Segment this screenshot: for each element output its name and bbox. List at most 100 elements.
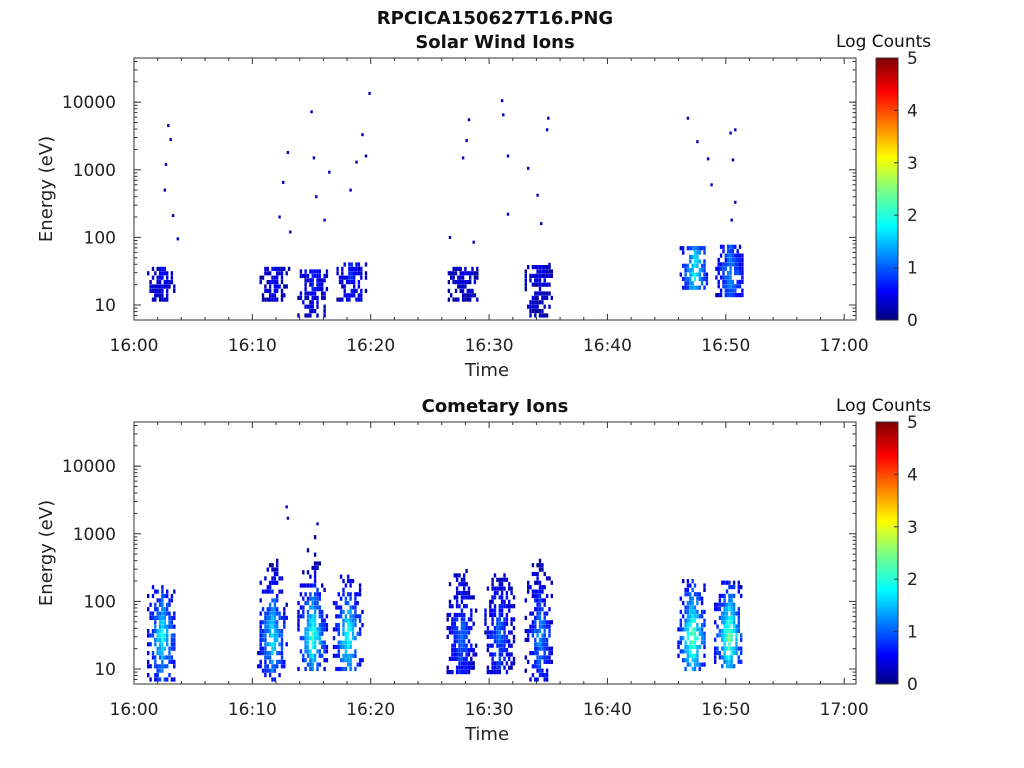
- data-cell: [718, 633, 722, 638]
- data-cell: [158, 664, 162, 669]
- data-cell: [723, 659, 726, 664]
- data-cell: [266, 629, 269, 634]
- data-cell: [730, 646, 733, 651]
- data-cell: [313, 596, 317, 601]
- data-cell: [337, 631, 340, 636]
- data-cell: [543, 615, 546, 620]
- data-cell: [316, 565, 319, 570]
- data-cell: [453, 612, 456, 618]
- data-cell: [696, 596, 699, 601]
- data-cell: [313, 552, 317, 557]
- data-cell: [313, 570, 317, 575]
- data-cell: [705, 281, 709, 286]
- data-cell: [154, 607, 157, 612]
- colorbar-tick-label: 0: [907, 675, 918, 695]
- data-cell: [724, 284, 727, 289]
- data-cell: [161, 585, 164, 590]
- data-cell: [740, 650, 743, 656]
- data-cell: [740, 585, 743, 590]
- data-cell: [730, 655, 733, 660]
- data-cell: [682, 614, 685, 619]
- data-cell: [311, 282, 314, 287]
- data-cell: [316, 601, 319, 606]
- data-cell: [455, 590, 459, 596]
- data-cell: [350, 262, 353, 267]
- data-cell: [297, 666, 300, 672]
- data-cell: [321, 278, 324, 283]
- data-cell: [149, 677, 152, 682]
- data-cell: [271, 615, 274, 620]
- data-cell: [723, 646, 726, 651]
- data-cell: [741, 253, 744, 258]
- data-cell: [455, 665, 459, 670]
- data-cell: [686, 587, 690, 592]
- y-tick-label: 10000: [62, 93, 116, 113]
- data-cell: [358, 614, 362, 619]
- data-cell: [156, 646, 159, 651]
- data-cell: [309, 623, 312, 628]
- data-cell: [548, 607, 551, 612]
- data-cell: [508, 604, 511, 609]
- data-cell: [728, 615, 731, 620]
- data-cell: [725, 602, 729, 607]
- data-cell: [728, 607, 731, 612]
- data-cell: [161, 607, 164, 612]
- data-cell: [716, 633, 719, 638]
- data-cell: [313, 295, 317, 300]
- data-cell: [693, 658, 697, 663]
- data-cell: [536, 593, 539, 599]
- data-cell: [309, 605, 312, 610]
- data-cell: [323, 627, 326, 632]
- data-cell: [696, 601, 699, 606]
- data-cell: [723, 580, 726, 585]
- data-cell: [719, 288, 723, 293]
- data-cell: [170, 271, 174, 276]
- data-cell: [463, 656, 466, 661]
- data-cell: [280, 637, 284, 642]
- data-cell: [271, 624, 274, 629]
- data-cell: [173, 633, 176, 638]
- data-cell: [353, 284, 356, 289]
- data-cell: [166, 593, 169, 599]
- data-cell: [452, 266, 455, 271]
- data-cell: [460, 652, 464, 657]
- data-cell: [461, 271, 465, 276]
- data-cell: [498, 621, 501, 626]
- data-cell: [493, 590, 497, 596]
- data-cell: [541, 585, 544, 590]
- data-cell: [545, 624, 549, 629]
- data-cell: [503, 586, 506, 591]
- data-cell: [696, 285, 699, 290]
- data-cell: [512, 595, 516, 600]
- data-cell: [734, 271, 737, 276]
- data-cell: [455, 599, 459, 604]
- data-cell: [512, 639, 516, 644]
- x-tick-label: 16:50: [701, 336, 750, 356]
- data-cell: [719, 262, 723, 267]
- data-cell: [548, 659, 551, 664]
- data-cell: [451, 652, 454, 657]
- data-cell: [351, 631, 355, 636]
- data-cell: [469, 271, 472, 276]
- data-cell: [299, 614, 303, 619]
- data-cell: [489, 634, 492, 639]
- data-cell: [534, 659, 537, 664]
- data-cell: [741, 266, 744, 271]
- data-cell: [500, 661, 504, 666]
- data-cell: [731, 279, 735, 284]
- data-cell: [452, 297, 455, 302]
- data-cell: [684, 627, 687, 632]
- data-cell: [458, 634, 461, 639]
- data-cell: [689, 601, 692, 606]
- data-cell: [719, 266, 723, 271]
- data-cell: [448, 582, 452, 587]
- data-cell: [486, 670, 490, 675]
- data-cell: [686, 618, 690, 623]
- data-cell: [538, 624, 542, 629]
- data-cell: [448, 599, 452, 604]
- data-cell: [503, 599, 506, 604]
- x-tick-label: 16:20: [346, 700, 395, 720]
- y-tick-label: 100: [84, 592, 116, 612]
- data-cell: [467, 630, 471, 635]
- data-cell: [354, 623, 357, 628]
